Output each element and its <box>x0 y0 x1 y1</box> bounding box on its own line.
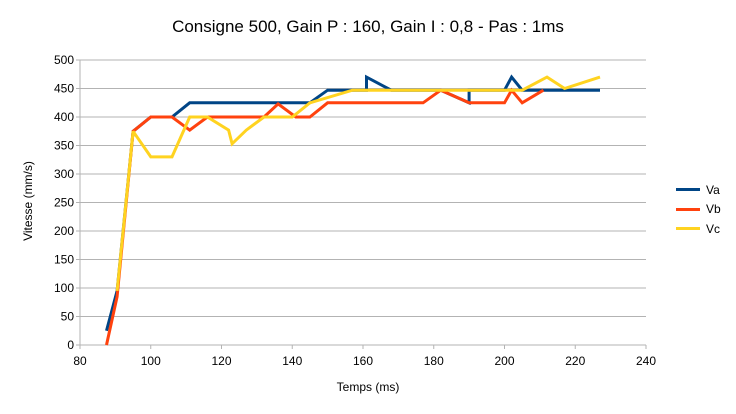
y-tick-label-400: 400 <box>54 110 74 124</box>
series-line-vc <box>115 75 601 292</box>
y-tick-label-150: 150 <box>54 253 74 267</box>
x-axis-label: Temps (ms) <box>336 380 400 394</box>
legend-label-vc: Vc <box>706 221 721 236</box>
x-tick-label-140: 140 <box>282 354 302 368</box>
grid-lines <box>80 59 646 346</box>
series-line-va <box>105 74 600 332</box>
legend-swatch-va <box>676 188 700 192</box>
x-tick-label-220: 220 <box>565 354 585 368</box>
y-tick-label-300: 300 <box>54 167 74 181</box>
y-tick-label-350: 350 <box>54 139 74 153</box>
y-tick-label-200: 200 <box>54 224 74 238</box>
series-line-vb <box>105 87 545 346</box>
tick-labels: 0 50 100 150 200 250 300 350 400 450 500 80 100 120 14… <box>54 53 656 368</box>
x-tick-label-160: 160 <box>353 354 373 368</box>
x-tick-label-120: 120 <box>211 354 231 368</box>
axes <box>76 59 647 349</box>
y-tick-label-500: 500 <box>54 53 74 67</box>
legend-swatch-vb <box>676 207 700 211</box>
x-tick-label-200: 200 <box>494 354 514 368</box>
legend-item-va: Va <box>676 180 721 200</box>
legend-label-va: Va <box>706 182 720 197</box>
x-tick-label-100: 100 <box>141 354 161 368</box>
x-tick-label-180: 180 <box>424 354 444 368</box>
legend: Va Vb Vc <box>676 180 721 239</box>
y-tick-label-250: 250 <box>54 196 74 210</box>
x-tick-label-80: 80 <box>73 354 87 368</box>
x-tick-label-240: 240 <box>636 354 656 368</box>
y-tick-label-100: 100 <box>54 281 74 295</box>
y-tick-label-0: 0 <box>67 338 74 352</box>
legend-label-vb: Vb <box>706 202 721 217</box>
series-lines <box>105 74 601 346</box>
y-tick-label-450: 450 <box>54 82 74 96</box>
legend-item-vc: Vc <box>676 219 721 239</box>
y-tick-label-50: 50 <box>61 310 75 324</box>
chart-title: Consigne 500, Gain P : 160, Gain I : 0,8… <box>172 17 564 36</box>
legend-swatch-vc <box>676 227 700 231</box>
legend-item-vb: Vb <box>676 200 721 220</box>
y-axis-label: Vitesse (mm/s) <box>21 161 35 241</box>
